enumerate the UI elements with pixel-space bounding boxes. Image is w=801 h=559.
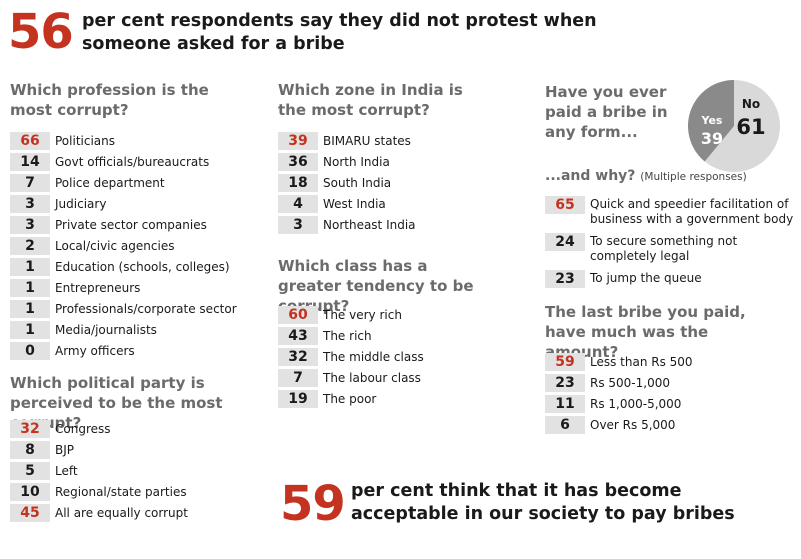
item-label: The poor (323, 392, 377, 406)
value-badge: 5 (10, 462, 50, 480)
item-label: Professionals/corporate sector (55, 302, 237, 316)
value-badge: 3 (278, 216, 318, 234)
item-label: Police department (55, 176, 165, 190)
item-label: The very rich (323, 308, 402, 322)
value-badge: 19 (278, 390, 318, 408)
value-badge: 36 (278, 153, 318, 171)
value-badge: 23 (545, 270, 585, 288)
value-badge: 24 (545, 233, 585, 251)
item-label: Entrepreneurs (55, 281, 141, 295)
why-question: ...and why? (Multiple responses) (545, 168, 795, 184)
value-badge: 32 (278, 348, 318, 366)
value-badge: 4 (278, 195, 318, 213)
item-label: Army officers (55, 344, 135, 358)
item-label: Education (schools, colleges) (55, 260, 230, 274)
value-badge: 1 (10, 321, 50, 339)
item-label: Judiciary (55, 197, 107, 211)
item-label: All are equally corrupt (55, 506, 188, 520)
headline-number: 56 (8, 4, 74, 60)
value-badge: 14 (10, 153, 50, 171)
value-badge: 7 (278, 369, 318, 387)
item-label: BJP (55, 443, 75, 457)
item-label: The rich (323, 329, 372, 343)
pie-no-value: 61 (736, 115, 765, 139)
item-label: Media/journalists (55, 323, 157, 337)
value-badge: 60 (278, 306, 318, 324)
item-label: Politicians (55, 134, 115, 148)
why-title: ...and why? (545, 168, 636, 184)
value-badge: 18 (278, 174, 318, 192)
value-badge: 1 (10, 300, 50, 318)
value-badge: 6 (545, 416, 585, 434)
value-badge: 59 (545, 353, 585, 371)
zone-question: Which zone in India is the most corrupt? (278, 81, 463, 119)
item-label: Rs 500-1,000 (590, 376, 670, 390)
value-badge: 11 (545, 395, 585, 413)
value-badge: 39 (278, 132, 318, 150)
item-label: Private sector companies (55, 218, 207, 232)
pie-slice-yes (688, 80, 734, 162)
pie-yes-label: Yes (701, 114, 723, 127)
pie-no-label: No (742, 97, 760, 111)
item-label: West India (323, 197, 386, 211)
value-badge: 1 (10, 258, 50, 276)
why-note: (Multiple responses) (640, 171, 747, 183)
pie-yes-value: 39 (701, 129, 723, 148)
item-label: To jump the queue (590, 271, 702, 285)
item-label: Govt officials/bureaucrats (55, 155, 210, 169)
value-badge: 3 (10, 216, 50, 234)
item-label: Regional/state parties (55, 485, 187, 499)
value-badge: 65 (545, 196, 585, 214)
item-label: Congress (55, 422, 111, 436)
value-badge: 32 (10, 420, 50, 438)
bribe-paid-question: Have you ever paid a bribe in any form..… (545, 83, 668, 141)
value-badge: 66 (10, 132, 50, 150)
item-label: BIMARU states (323, 134, 411, 148)
value-badge: 10 (10, 483, 50, 501)
item-label: Rs 1,000-5,000 (590, 397, 682, 411)
value-badge: 45 (10, 504, 50, 522)
item-label: Left (55, 464, 78, 478)
item-label: Northeast India (323, 218, 416, 232)
value-badge: 0 (10, 342, 50, 360)
bribe-paid-pie: Yes 39 No 61 (688, 80, 780, 172)
value-badge: 2 (10, 237, 50, 255)
value-badge: 7 (10, 174, 50, 192)
item-label: To secure something not completely legal (590, 234, 738, 263)
profession-question: Which profession is the most corrupt? (10, 81, 209, 119)
value-badge: 43 (278, 327, 318, 345)
item-label: North India (323, 155, 390, 169)
item-label: South India (323, 176, 392, 190)
value-badge: 3 (10, 195, 50, 213)
item-label: The middle class (323, 350, 424, 364)
value-badge: 1 (10, 279, 50, 297)
item-label: Over Rs 5,000 (590, 418, 676, 432)
item-label: Quick and speedier facilitation of busin… (590, 197, 794, 226)
value-badge: 8 (10, 441, 50, 459)
footer-number: 59 (280, 476, 346, 532)
item-label: Less than Rs 500 (590, 355, 693, 369)
headline-text: per cent respondents say they did not pr… (82, 11, 597, 54)
value-badge: 23 (545, 374, 585, 392)
footer-text: per cent think that it has become accept… (351, 481, 735, 524)
item-label: The labour class (323, 371, 421, 385)
item-label: Local/civic agencies (55, 239, 175, 253)
